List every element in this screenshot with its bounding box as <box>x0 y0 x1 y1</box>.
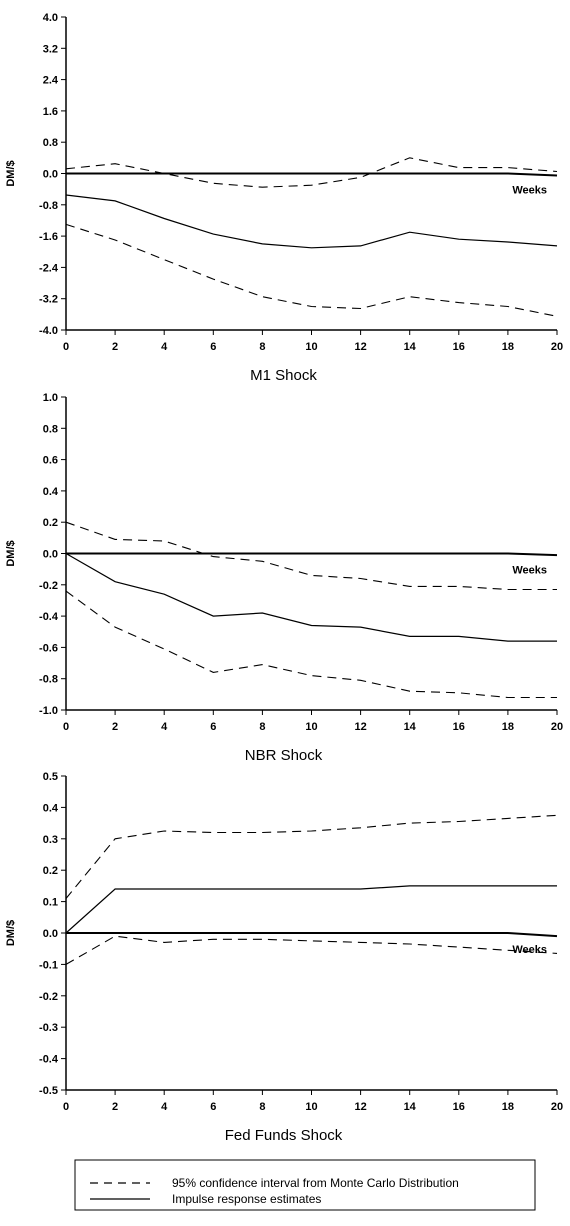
x-tick-label: 4 <box>161 721 168 733</box>
confidence-band-line <box>65 157 558 188</box>
x-tick-label: 12 <box>354 721 366 733</box>
y-tick-label: -3.2 <box>39 294 58 306</box>
y-tick-label: 0.0 <box>43 549 58 561</box>
x-tick-label: 2 <box>112 1101 118 1113</box>
y-tick-label: 0.2 <box>43 865 58 877</box>
confidence-band-line <box>65 814 558 899</box>
y-tick-label: 0.5 <box>43 771 58 783</box>
panel-title: NBR Shock <box>245 747 323 764</box>
x-tick-label: 16 <box>453 1101 465 1113</box>
chart-panel-1: 4.0 3.2 2.4 1.6 0.8 0.0 -0.8 -1.6 -2.4 -3.2 -4.0 0 2… <box>5 12 563 384</box>
y-tick-label: 0.6 <box>43 455 58 467</box>
x-tick-label: 16 <box>453 721 465 733</box>
x-tick-label: 8 <box>259 1101 265 1113</box>
y-tick-label: 0.0 <box>43 928 58 940</box>
impulse-response-line <box>65 194 558 249</box>
y-tick-label: 0.2 <box>43 517 58 529</box>
confidence-band-line <box>65 935 558 965</box>
y-tick-label: 1.6 <box>43 106 58 118</box>
legend-est-label: Impulse response estimates <box>172 1192 321 1206</box>
y-tick-label: -0.8 <box>39 674 58 686</box>
y-tick-label: 1.0 <box>43 392 58 404</box>
x-tick-label: 14 <box>404 721 417 733</box>
zero-baseline <box>66 552 558 557</box>
x-tick-label: 18 <box>502 1101 514 1113</box>
y-tick-label: -0.2 <box>39 991 58 1003</box>
y-tick-label: 0.3 <box>43 834 58 846</box>
zero-baseline <box>66 932 558 938</box>
y-axis-label: DM/$ <box>5 920 17 946</box>
y-tick-label: 2.4 <box>43 75 59 87</box>
y-axis-label: DM/$ <box>5 160 17 186</box>
x-tick-label: 14 <box>404 341 417 353</box>
impulse-response-line <box>65 552 557 642</box>
x-tick-label: 20 <box>551 721 563 733</box>
y-tick-label: 0.4 <box>43 802 59 814</box>
y-tick-label: 0.0 <box>43 169 58 181</box>
x-tick-label: 2 <box>112 341 118 353</box>
y-tick-label: 0.8 <box>43 423 58 435</box>
y-tick-label: -0.8 <box>39 200 58 212</box>
legend: 95% confidence interval from Monte Carlo… <box>74 1159 536 1211</box>
panel-title: M1 Shock <box>250 367 317 384</box>
x-tick-label: 16 <box>453 341 465 353</box>
x-tick-label: 6 <box>210 721 216 733</box>
y-axis-label: DM/$ <box>5 540 17 566</box>
x-tick-label: 10 <box>305 341 317 353</box>
chart-panel-2: 1.0 0.8 0.6 0.4 0.2 0.0 -0.2 -0.4 -0.6 -0.8 -1.0 0 2… <box>5 392 563 764</box>
x-tick-label: 10 <box>305 721 317 733</box>
x-tick-label: 10 <box>305 1101 317 1113</box>
y-tick-label: 0.4 <box>43 486 59 498</box>
x-tick-label: 4 <box>161 341 168 353</box>
x-tick-label: 12 <box>354 1101 366 1113</box>
weeks-label: Weeks <box>512 565 547 577</box>
y-tick-label: -4.0 <box>39 325 58 337</box>
y-tick-label: -0.4 <box>39 1054 59 1066</box>
x-tick-label: 12 <box>354 341 366 353</box>
y-tick-label: 0.8 <box>43 137 58 149</box>
x-tick-label: 0 <box>63 341 69 353</box>
y-tick-label: -1.6 <box>39 231 58 243</box>
y-tick-label: -0.4 <box>39 611 59 623</box>
x-tick-label: 6 <box>210 341 216 353</box>
x-tick-label: 20 <box>551 1101 563 1113</box>
x-tick-label: 18 <box>502 721 514 733</box>
y-tick-label: -2.4 <box>39 262 59 274</box>
confidence-band-line <box>65 590 557 699</box>
weeks-label: Weeks <box>512 185 547 197</box>
confidence-band-line <box>65 521 557 591</box>
x-tick-label: 8 <box>259 721 265 733</box>
x-tick-label: 20 <box>551 341 563 353</box>
x-tick-label: 0 <box>63 1101 69 1113</box>
y-tick-label: -0.6 <box>39 642 58 654</box>
x-tick-label: 2 <box>112 721 118 733</box>
y-tick-label: 0.1 <box>43 897 58 909</box>
chart-panel-3: 0.5 0.4 0.3 0.2 0.1 0.0 -0.1 -0.2 -0.3 -0.4 -0.5 0 2… <box>5 771 563 1144</box>
x-tick-label: 6 <box>210 1101 216 1113</box>
weeks-label: Weeks <box>512 944 547 956</box>
chart-panels: 4.0 3.2 2.4 1.6 0.8 0.0 -0.8 -1.6 -2.4 -3.2 -4.0 0 2… <box>5 12 563 1144</box>
y-tick-label: -0.5 <box>39 1085 58 1097</box>
y-tick-label: -1.0 <box>39 705 58 717</box>
x-tick-label: 14 <box>404 1101 417 1113</box>
impulse-response-line <box>65 885 557 934</box>
legend-box <box>74 1159 536 1211</box>
y-tick-label: -0.2 <box>39 580 58 592</box>
x-tick-label: 18 <box>502 341 514 353</box>
confidence-band-line <box>65 223 558 317</box>
y-tick-label: 3.2 <box>43 43 58 55</box>
x-tick-label: 4 <box>161 1101 168 1113</box>
x-tick-label: 8 <box>259 341 265 353</box>
zero-baseline <box>66 172 558 177</box>
x-tick-label: 0 <box>63 721 69 733</box>
y-tick-label: -0.3 <box>39 1022 58 1034</box>
y-tick-label: 4.0 <box>43 12 58 24</box>
panel-title: Fed Funds Shock <box>225 1127 343 1144</box>
y-tick-label: -0.1 <box>39 959 58 971</box>
legend-ci-label: 95% confidence interval from Monte Carlo… <box>172 1176 459 1190</box>
